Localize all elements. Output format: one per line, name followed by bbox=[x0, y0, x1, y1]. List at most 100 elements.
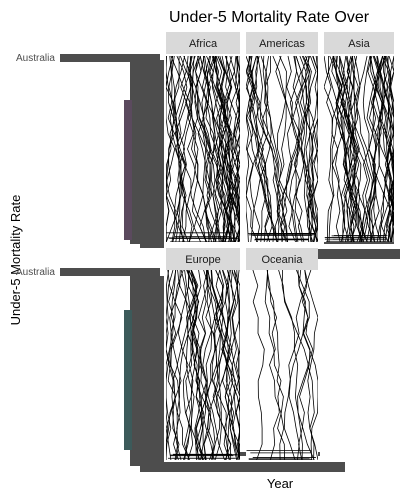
facet-africa: Africa bbox=[166, 32, 240, 242]
series-line-asia-42 bbox=[377, 56, 394, 242]
overplotted-tick-label-block bbox=[140, 244, 164, 248]
series-line-africa-51 bbox=[221, 56, 240, 242]
overplotted-tick-label-block bbox=[124, 310, 132, 450]
series-line-oceania-0 bbox=[298, 270, 318, 460]
series-line-oceania-4 bbox=[252, 270, 265, 460]
x-axis-title: Year bbox=[267, 476, 294, 491]
series-line-americas-21 bbox=[272, 56, 303, 242]
series-line-europe-11 bbox=[166, 270, 177, 460]
series-line-asia-20 bbox=[338, 56, 356, 242]
facet-strip bbox=[246, 32, 318, 54]
series-line-asia-45 bbox=[346, 56, 373, 242]
series-line-africa-37 bbox=[182, 56, 201, 242]
series-line-americas-28 bbox=[277, 56, 287, 242]
overplotted-tick-label-block bbox=[124, 100, 132, 240]
series-line-asia-34 bbox=[331, 56, 350, 242]
series-line-americas-10 bbox=[274, 56, 287, 242]
series-line-europe-39 bbox=[177, 270, 192, 460]
series-line-asia-43 bbox=[331, 56, 343, 242]
series-line-oceania-10 bbox=[281, 270, 303, 460]
series-line-europe-29 bbox=[230, 270, 240, 460]
series-line-africa-50 bbox=[166, 56, 191, 242]
series-line-oceania-3 bbox=[278, 270, 315, 460]
series-line-africa-47 bbox=[234, 56, 240, 242]
series-line-asia-4 bbox=[324, 56, 334, 242]
series-line-oceania-9 bbox=[264, 270, 282, 460]
series-line-europe-36 bbox=[195, 270, 213, 460]
series-line-africa-30 bbox=[174, 56, 192, 242]
panel-background bbox=[246, 270, 318, 460]
overplotted-tick-label-block bbox=[130, 60, 164, 244]
series-line-asia-3 bbox=[386, 56, 394, 242]
series-line-asia-31 bbox=[346, 56, 374, 242]
series-line-americas-13 bbox=[246, 56, 267, 242]
facet-strip bbox=[166, 32, 240, 54]
facet-asia: Asia bbox=[324, 32, 394, 242]
series-line-europe-43 bbox=[206, 270, 239, 460]
facet-strip bbox=[246, 248, 318, 270]
series-line-africa-0 bbox=[168, 56, 193, 242]
series-line-africa-23 bbox=[174, 56, 188, 242]
series-line-europe-19 bbox=[202, 270, 216, 460]
facet-strip bbox=[166, 248, 240, 270]
series-line-europe-40 bbox=[166, 270, 177, 460]
series-line-asia-11 bbox=[355, 56, 375, 242]
series-line-europe-10 bbox=[233, 270, 240, 460]
series-line-americas-33 bbox=[299, 56, 318, 242]
chart-title: Under-5 Mortality Rate Over bbox=[169, 9, 370, 26]
series-line-europe-8 bbox=[203, 270, 231, 460]
series-line-oceania-6 bbox=[301, 270, 315, 460]
overplotted-y-tick-labels bbox=[60, 54, 164, 466]
series-line-africa-44 bbox=[176, 56, 200, 242]
series-line-asia-46 bbox=[367, 56, 382, 242]
series-line-americas-5 bbox=[307, 56, 318, 242]
overplotted-x-tick-labels-band bbox=[290, 249, 400, 259]
series-line-asia-47 bbox=[345, 56, 375, 242]
facet-strip-label: Americas bbox=[259, 38, 305, 50]
series-line-asia-27 bbox=[329, 56, 364, 242]
series-line-europe-37 bbox=[222, 270, 240, 460]
series-line-europe-42 bbox=[166, 270, 180, 460]
series-line-europe-25 bbox=[197, 270, 225, 460]
y-axis-title: Under-5 Mortality Rate bbox=[8, 195, 23, 326]
series-line-asia-30 bbox=[373, 56, 394, 242]
series-line-asia-41 bbox=[342, 56, 363, 242]
series-line-africa-39 bbox=[225, 56, 240, 242]
facet-oceania: Oceania bbox=[246, 248, 318, 460]
series-line-africa-6 bbox=[166, 56, 185, 242]
series-line-americas-26 bbox=[264, 56, 272, 242]
series-line-oceania-8 bbox=[283, 270, 309, 460]
series-line-asia-29 bbox=[345, 56, 359, 242]
series-line-africa-48 bbox=[201, 56, 215, 242]
series-line-asia-44 bbox=[369, 56, 384, 242]
series-line-oceania-11 bbox=[267, 270, 285, 460]
series-line-americas-31 bbox=[307, 56, 318, 242]
series-line-oceania-2 bbox=[266, 270, 285, 460]
series-line-europe-41 bbox=[221, 270, 236, 460]
series-line-europe-31 bbox=[179, 270, 216, 460]
series-line-americas-12 bbox=[303, 56, 317, 242]
series-line-americas-14 bbox=[299, 56, 317, 242]
facet-europe: Europe bbox=[166, 248, 240, 460]
series-line-americas-23 bbox=[246, 56, 286, 242]
series-line-americas-29 bbox=[295, 56, 318, 242]
series-line-oceania-5 bbox=[288, 270, 312, 460]
series-line-americas-16 bbox=[292, 56, 305, 242]
series-line-africa-52 bbox=[199, 56, 235, 242]
series-line-oceania-7 bbox=[296, 270, 311, 460]
series-line-asia-37 bbox=[342, 56, 360, 242]
series-line-europe-32 bbox=[230, 270, 240, 460]
series-line-africa-41 bbox=[202, 56, 231, 242]
series-line-europe-26 bbox=[231, 270, 240, 460]
series-line-europe-17 bbox=[211, 270, 230, 460]
series-line-americas-25 bbox=[307, 56, 318, 242]
series-line-africa-53 bbox=[222, 56, 236, 242]
series-line-asia-39 bbox=[380, 56, 394, 242]
series-line-africa-3 bbox=[166, 56, 178, 242]
overplotted-tick-label-block bbox=[130, 276, 164, 466]
series-line-europe-23 bbox=[190, 270, 215, 460]
facet-strip-label: Europe bbox=[185, 254, 220, 266]
series-line-africa-43 bbox=[171, 56, 207, 242]
series-line-africa-26 bbox=[224, 56, 240, 242]
overplotted-x-tick-labels-band bbox=[170, 452, 320, 456]
